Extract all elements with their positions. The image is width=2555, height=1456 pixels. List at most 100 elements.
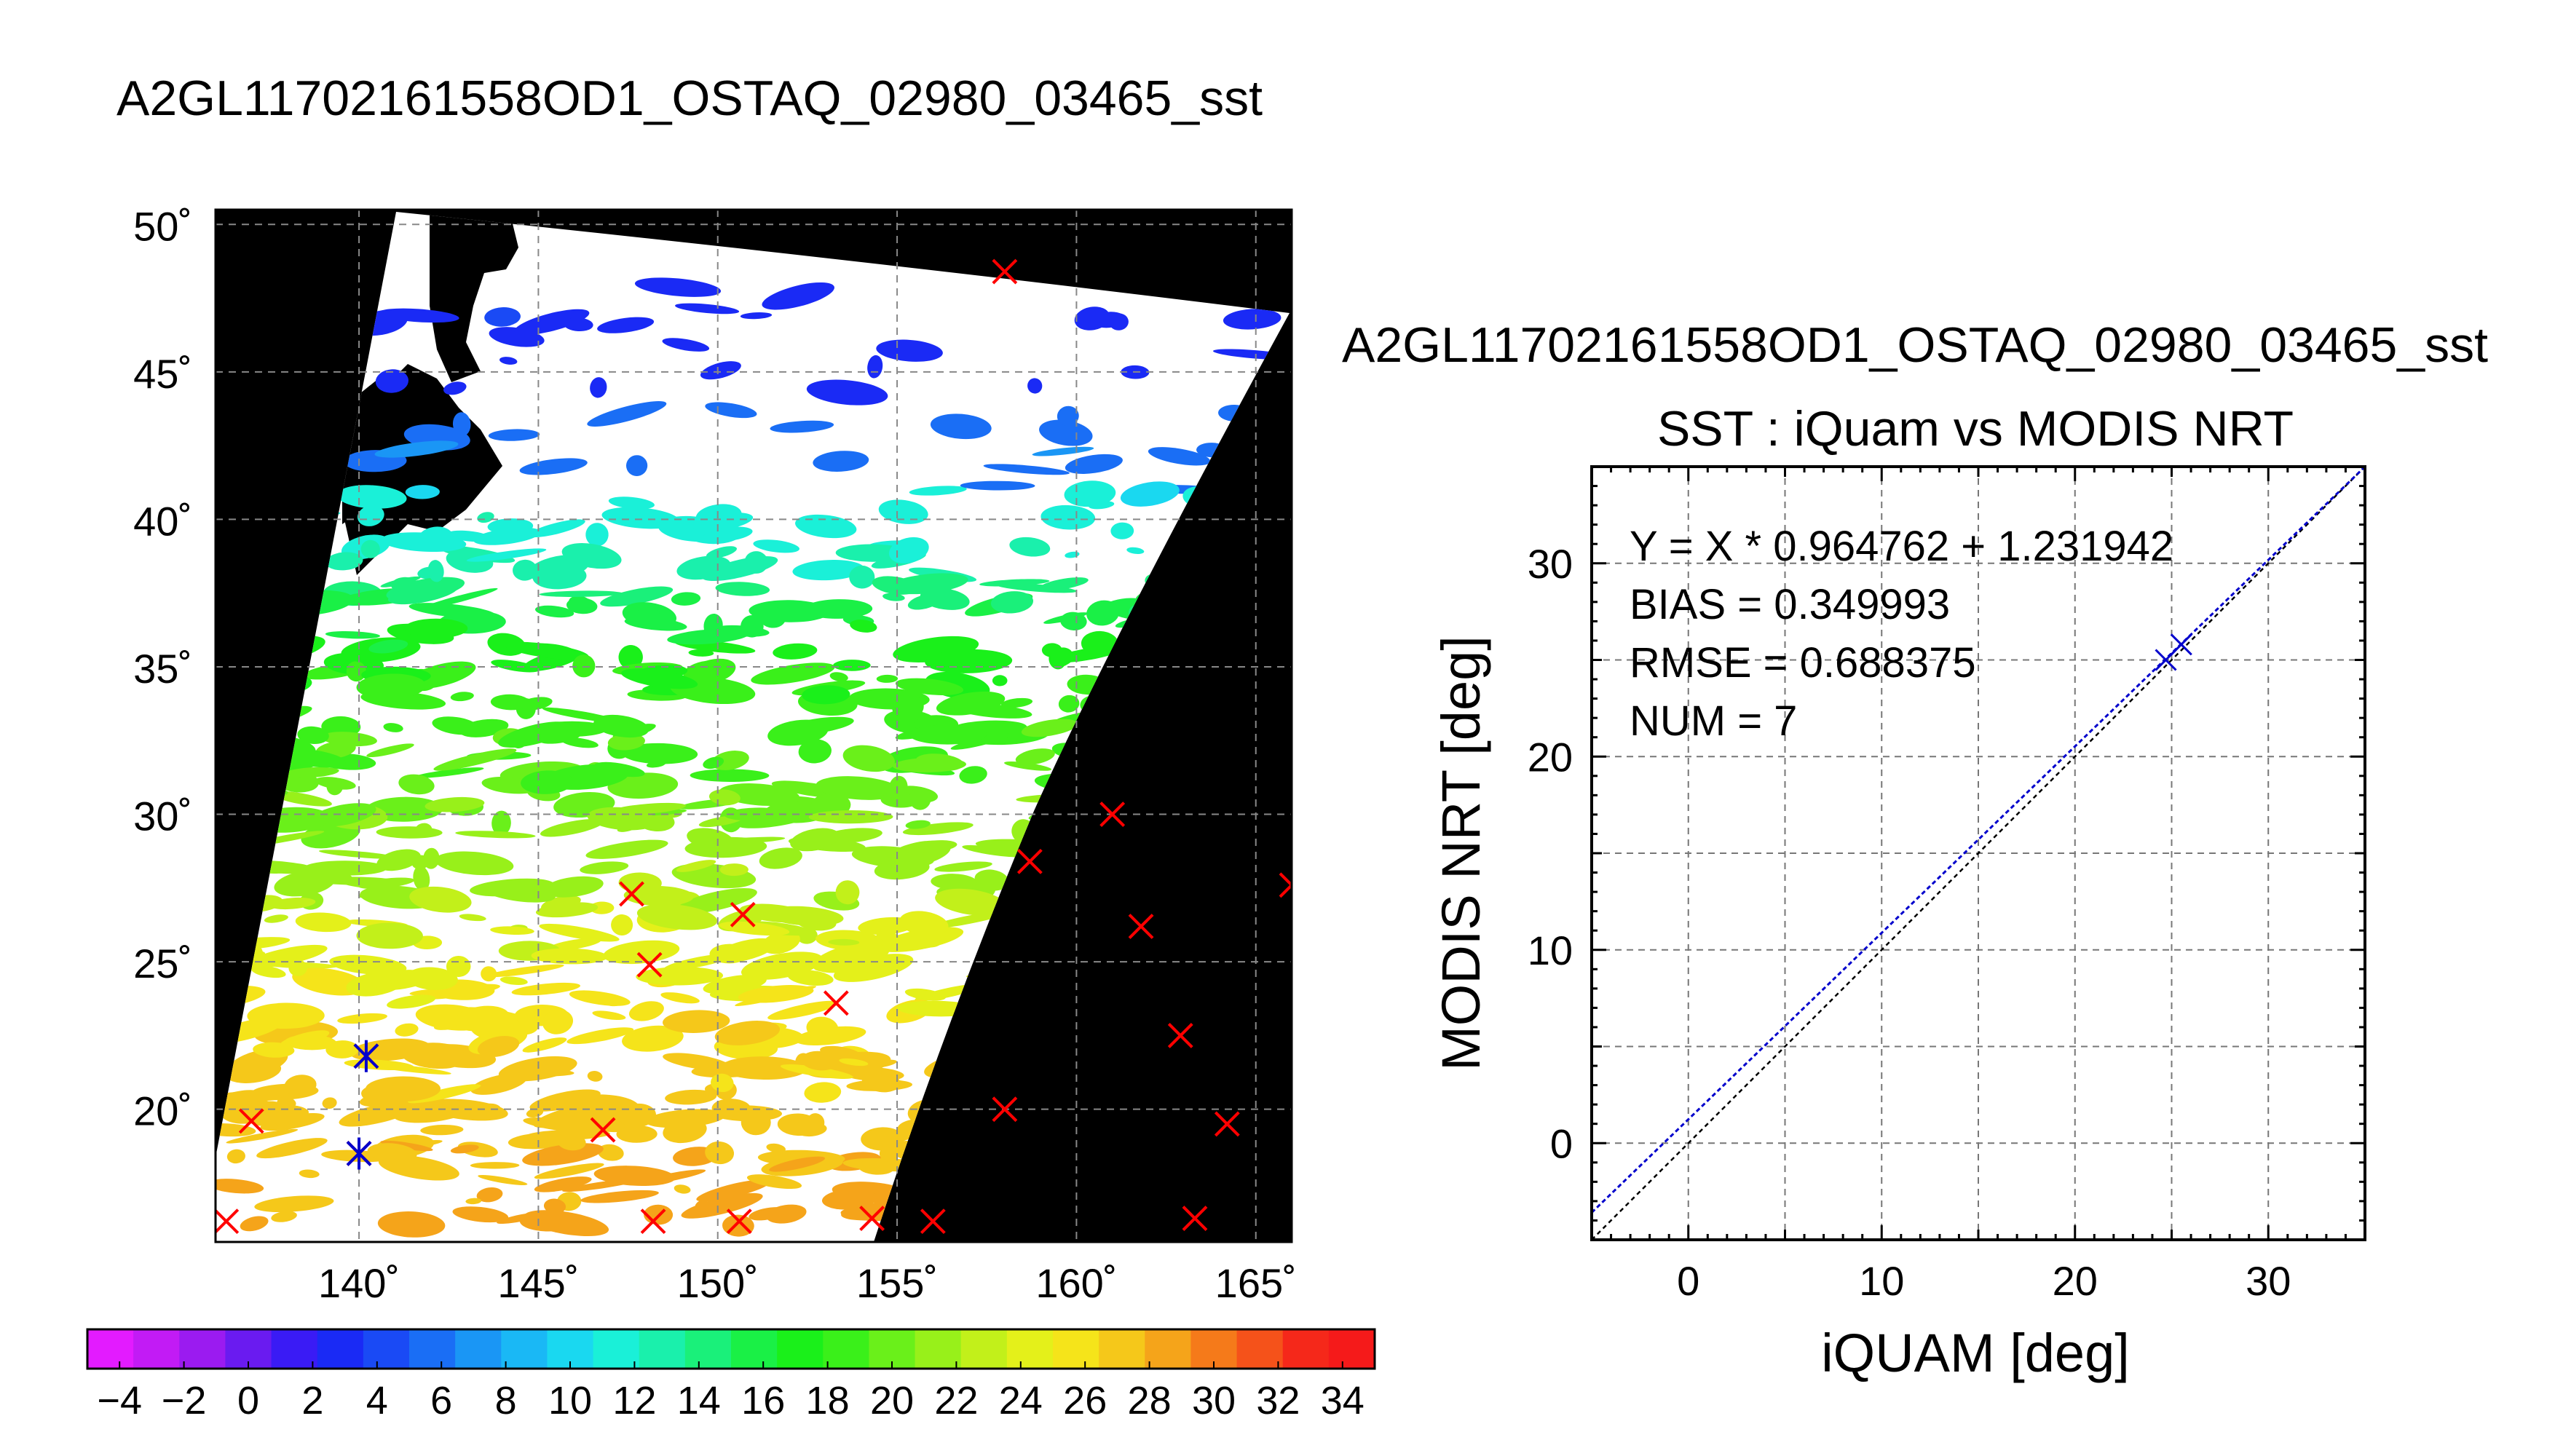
sst-patch [419, 587, 498, 610]
sst-patch [835, 880, 860, 905]
map-marker-iquam [1016, 848, 1043, 874]
colorbar-segment [455, 1329, 502, 1369]
sst-patch [539, 732, 581, 744]
scatter-x-tick-label: 30 [2246, 1258, 2291, 1304]
sst-patch [616, 1125, 657, 1143]
colorbar-segment [317, 1329, 364, 1369]
map-marker-iquam [1279, 872, 1292, 898]
scatter-panel: 0 10 20 30 0 10 20 30 Y = X * 0.964762 + 1.2319… [1431, 465, 2366, 1383]
colorbar-segment [639, 1329, 686, 1369]
sst-patch [459, 914, 486, 922]
sst-patch [455, 831, 536, 839]
sst-patch [365, 1076, 441, 1102]
sst-patch [766, 1143, 786, 1153]
colorbar-segment [960, 1329, 1008, 1369]
sst-patch [703, 756, 724, 769]
sst-patch [842, 745, 895, 772]
sst-patch [1126, 547, 1145, 555]
sst-patch [299, 1169, 320, 1179]
sst-patch [253, 1042, 295, 1058]
colorbar-tick-label: 16 [741, 1379, 785, 1423]
sst-patch [1004, 761, 1051, 771]
sst-patch [892, 695, 924, 721]
sst-patch [585, 523, 609, 547]
sst-patch [902, 822, 974, 836]
colorbar-segment [684, 1329, 732, 1369]
sst-patch [1086, 600, 1120, 626]
sst-patch [862, 1130, 916, 1147]
colorbar-tick-label: 12 [612, 1379, 656, 1423]
sst-patch [224, 1059, 282, 1083]
sst-patch [749, 1207, 787, 1221]
sst-patch [450, 692, 474, 702]
sst-patch [529, 1089, 601, 1112]
sst-patch [569, 990, 631, 1006]
sst-patch [477, 1036, 520, 1057]
sst-patch [433, 748, 517, 771]
scatter-lines [1592, 467, 2365, 1240]
scatter-grid [1592, 467, 2365, 1240]
sst-patch [934, 861, 992, 872]
scatter-title-line1: A2GL11702161558OD1_OSTAQ_02980_03465_sst [1342, 317, 2488, 373]
sst-patch [839, 1058, 869, 1067]
sst-patch [452, 1206, 509, 1223]
sst-patch [572, 654, 596, 678]
sst-patch [288, 960, 307, 976]
sst-patch [930, 414, 992, 440]
sst-patch [757, 1150, 845, 1166]
map-markers [216, 258, 1292, 1235]
sst-patch [432, 716, 480, 735]
map-marker-iquam [1167, 1022, 1193, 1048]
sst-patch [420, 1124, 464, 1136]
sst-patch [336, 485, 407, 509]
map-panel: 20˚ 25˚ 30˚ 35˚ 40˚ 45˚ 50˚ 140˚ 145˚ 150˚ 155˚ 160… [133, 203, 1297, 1306]
sst-patch [254, 1195, 334, 1213]
sst-patch [849, 565, 875, 589]
sst-patch [498, 721, 571, 748]
map-lon-tick-label: 145˚ [497, 1260, 579, 1306]
sst-patch [413, 767, 484, 778]
sst-patch [962, 844, 1027, 858]
sst-patch [337, 1013, 387, 1024]
sst-patch [623, 885, 694, 906]
sst-patch [801, 1051, 839, 1071]
sst-patch [1110, 522, 1134, 539]
sst-patch [499, 976, 528, 986]
sst-patch [959, 766, 987, 784]
sst-patch [821, 1189, 877, 1210]
sst-patch [413, 866, 430, 891]
map-marker-iquam [992, 1096, 1018, 1123]
scatter-points [2155, 633, 2192, 671]
map-marker-iquam [1099, 802, 1126, 827]
sst-patch [600, 586, 674, 607]
sst-patch [850, 620, 877, 633]
sst-patch [676, 887, 757, 914]
sst-patch [376, 849, 421, 871]
sst-patch [861, 1070, 901, 1093]
colorbar-segment [271, 1329, 318, 1369]
scatter-point [2170, 633, 2192, 656]
sst-patch [780, 1064, 853, 1079]
colorbar-tick-label: 4 [366, 1379, 388, 1423]
sst-patch [592, 1010, 626, 1020]
sst-patch [1223, 309, 1282, 330]
map-marker-iquam [619, 881, 644, 907]
sst-patch [368, 639, 408, 654]
sst-patch [665, 1089, 717, 1105]
sst-patch [427, 560, 444, 582]
sst-patch [527, 555, 590, 582]
sst-patch [804, 1082, 842, 1103]
sst-patch [660, 992, 700, 1004]
sst-patch [711, 1073, 734, 1093]
sst-patch [758, 794, 786, 804]
sst-patch [587, 1071, 603, 1082]
sst-patch [683, 660, 724, 682]
sst-patch [960, 480, 1035, 491]
sst-patch [216, 1179, 264, 1194]
sst-patch [521, 770, 574, 794]
sst-patch [1109, 313, 1129, 331]
sst-patch [618, 644, 643, 670]
sst-patch [511, 982, 580, 996]
fit-line [1592, 467, 2365, 1214]
sst-patch [611, 914, 633, 936]
